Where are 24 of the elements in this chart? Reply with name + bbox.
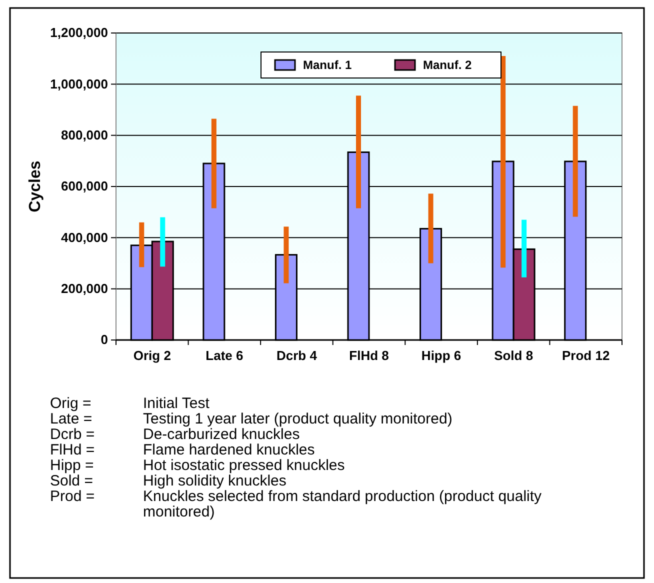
y-tick-label: 0 xyxy=(100,332,108,348)
y-tick-label: 200,000 xyxy=(61,280,108,296)
x-tick-label: Dcrb 4 xyxy=(276,348,318,363)
x-tick-label: Late 6 xyxy=(206,348,244,363)
legend-label: Manuf. 2 xyxy=(423,58,472,72)
y-tick-label: 1,000,000 xyxy=(50,76,108,92)
y-tick-label: 600,000 xyxy=(61,178,108,194)
text: Orig = Initial Test xyxy=(50,395,210,412)
x-tick-label: Orig 2 xyxy=(133,348,171,363)
text: Hipp = Hot isostatic pressed knuckles xyxy=(50,457,345,474)
text: Prod = Knuckles selected from standard production (product quality monitored) xyxy=(50,488,542,520)
text: FlHd = Flame hardened knuckles xyxy=(50,442,315,458)
x-tick-label: Prod 12 xyxy=(562,348,610,363)
y-tick-label: 1,200,000 xyxy=(50,25,108,40)
x-tick-label: FlHd 8 xyxy=(349,348,389,363)
text: Sold = High solidity knuckles xyxy=(50,472,286,490)
legend-label: Manuf. 1 xyxy=(303,58,352,72)
y-tick-label: 800,000 xyxy=(61,127,108,142)
text: Late = Testing 1 year later (product quality monitored) xyxy=(50,410,452,428)
x-tick-label: Sold 8 xyxy=(494,348,534,363)
text: Dcrb = De-carburized knuckles xyxy=(50,426,300,443)
x-tick-label: Hipp 6 xyxy=(421,348,462,363)
y-axis-title: Cycles xyxy=(27,160,44,212)
y-tick-label: 400,000 xyxy=(61,230,108,245)
